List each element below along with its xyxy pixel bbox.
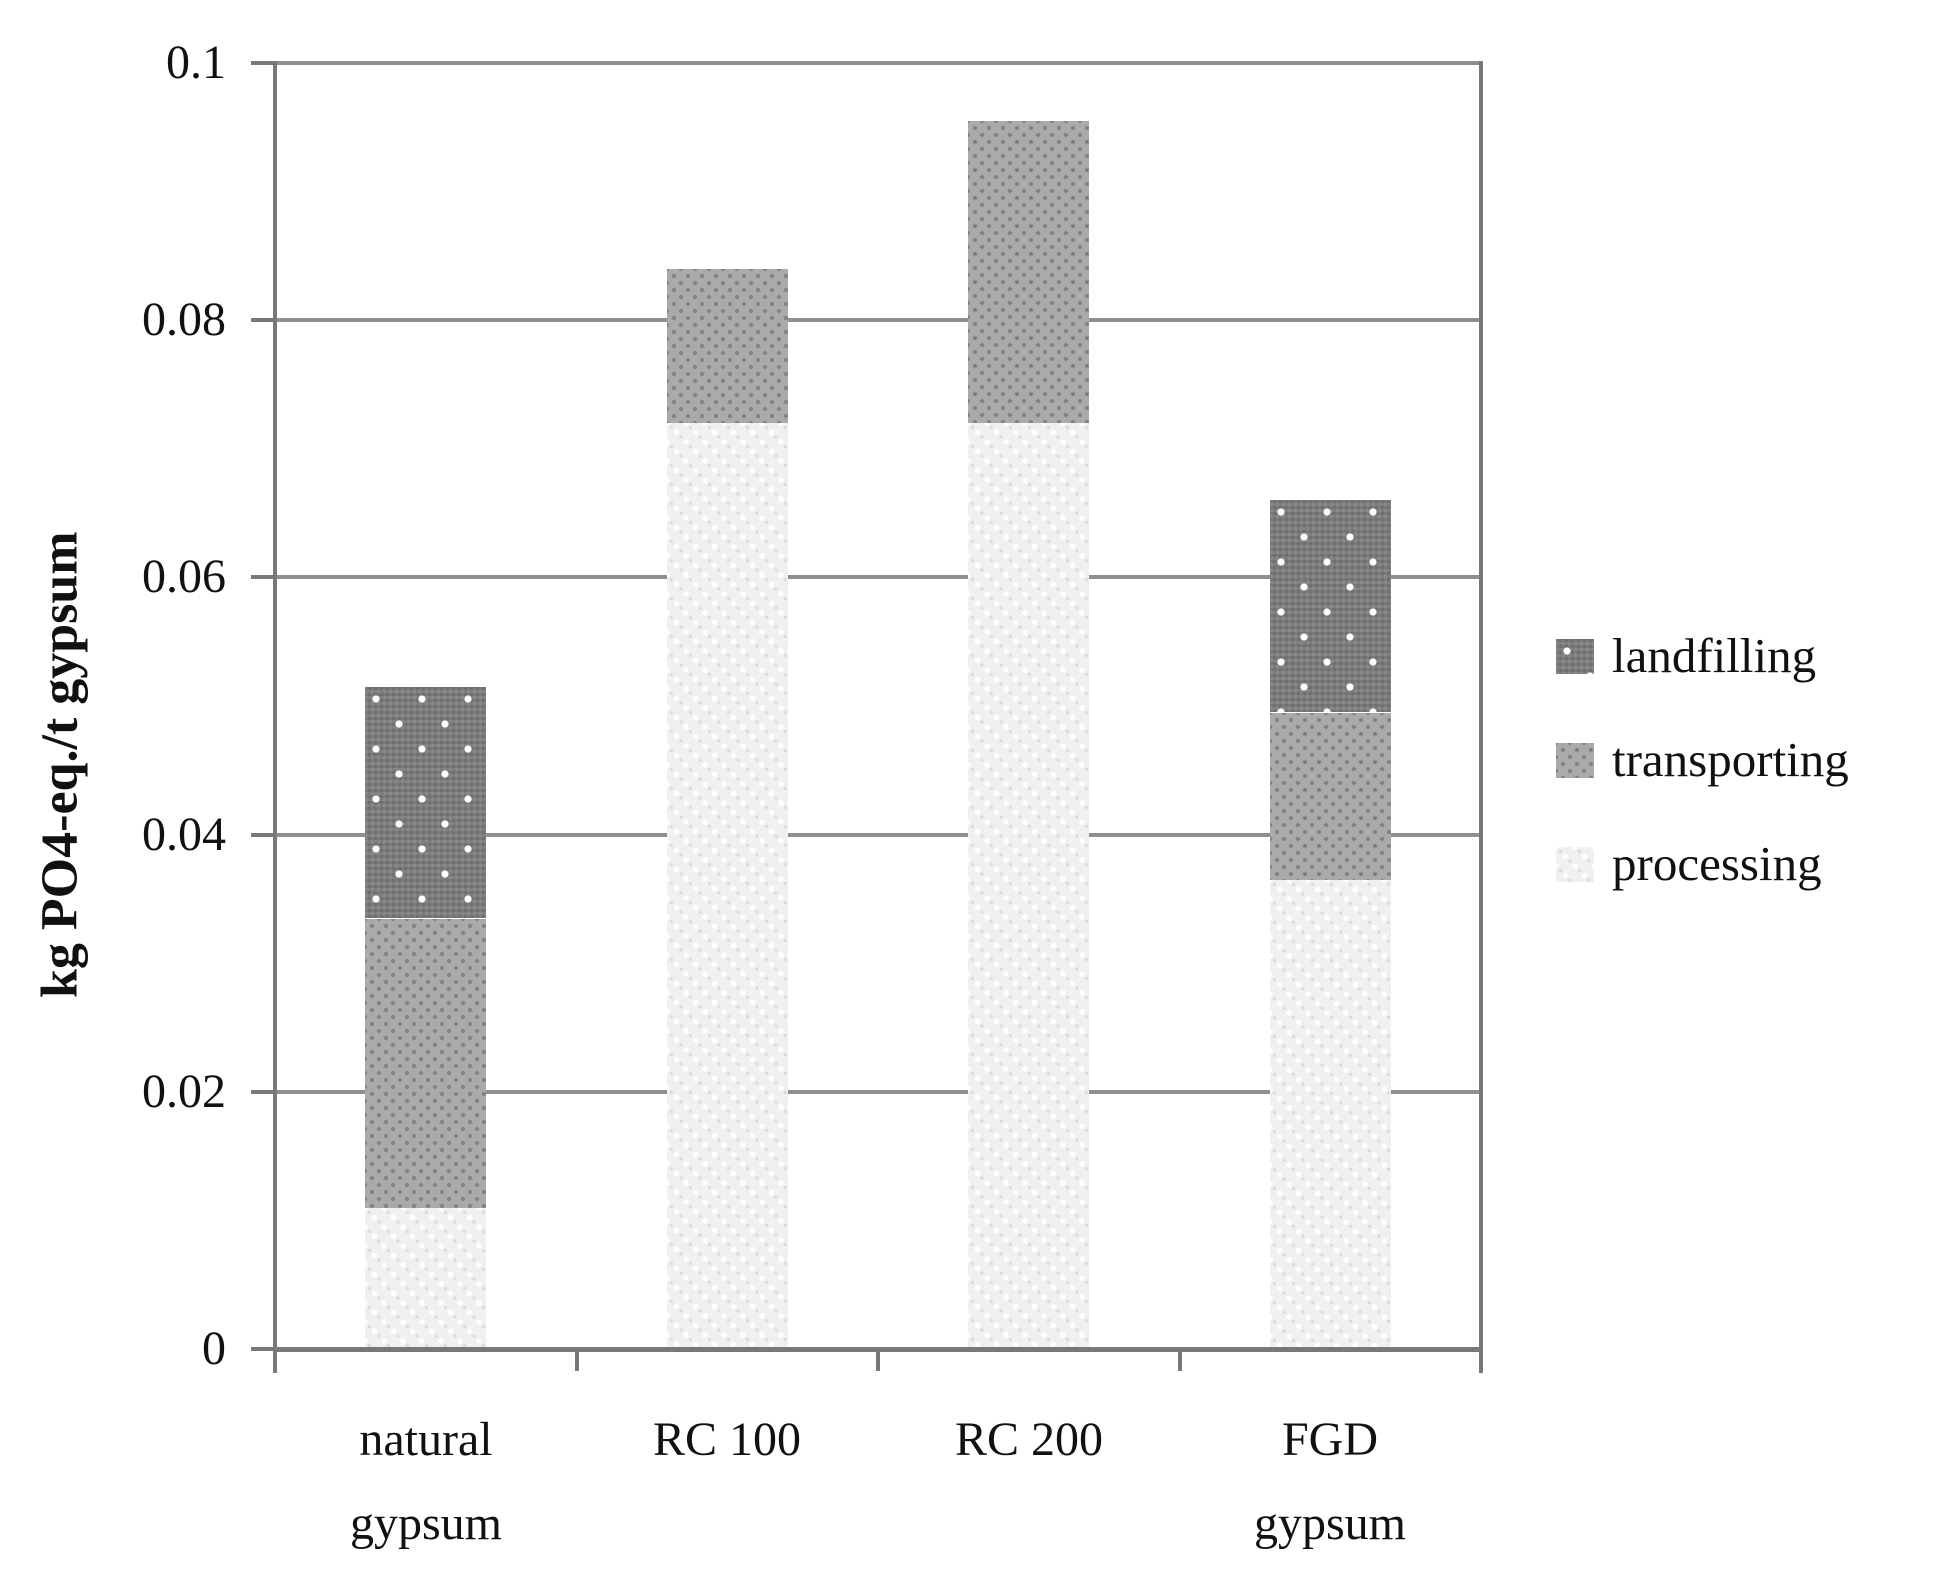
legend: landfilling transporting processing	[1556, 626, 1849, 938]
y-tick-0.1	[251, 61, 273, 65]
y-tick-label-0.02: 0.02	[142, 1064, 226, 1118]
gridline-0.04	[275, 832, 1481, 837]
x-category-label-3: RC 200	[954, 1413, 1104, 1466]
y-axis-title: kg PO4-eq./t gypsum	[31, 531, 89, 999]
y-tick-0.04	[251, 832, 273, 837]
x-tick-3	[1177, 1349, 1182, 1371]
gridline-0.06	[275, 575, 1481, 580]
y-tick-0	[251, 1347, 273, 1351]
plot-area	[275, 61, 1481, 1349]
gridline-0.02	[275, 1089, 1481, 1094]
legend-entry-processing: processing	[1556, 834, 1849, 894]
y-tick-label-0.08: 0.08	[142, 293, 226, 347]
y-tick-label-0: 0	[202, 1322, 226, 1375]
bar-segment-transporting-3	[968, 121, 1089, 423]
bar-segment-landfilling-4	[1270, 500, 1391, 712]
legend-swatch-landfilling	[1556, 638, 1594, 674]
legend-entry-landfilling: landfilling	[1556, 626, 1849, 686]
bar-segment-transporting-2	[667, 269, 788, 423]
legend-label-transporting: transporting	[1612, 732, 1849, 787]
bar-segment-transporting-1	[365, 919, 486, 1208]
legend-entry-transporting: transporting	[1556, 730, 1849, 790]
x-category-label-4: FGD gypsum	[1253, 1413, 1406, 1550]
y-axis-line	[273, 61, 277, 1373]
bar-segment-processing-3	[968, 423, 1089, 1349]
x-tick-2	[876, 1349, 880, 1371]
bar-segment-landfilling-1	[365, 687, 486, 918]
legend-swatch-transporting	[1556, 742, 1594, 778]
gridline-0.1	[275, 61, 1481, 65]
bar-segment-processing-1	[365, 1208, 486, 1349]
plot-right-border	[1479, 61, 1483, 1373]
legend-label-landfilling: landfilling	[1612, 628, 1817, 683]
gridline-0.08	[275, 318, 1481, 323]
x-tick-1	[574, 1349, 579, 1371]
x-category-label-1: natural gypsum	[349, 1413, 502, 1550]
x-category-label-2: RC 100	[652, 1413, 802, 1466]
bar-segment-processing-4	[1270, 880, 1391, 1349]
y-tick-label-0.1: 0.1	[166, 36, 226, 89]
legend-label-processing: processing	[1612, 836, 1822, 891]
y-tick-label-0.04: 0.04	[142, 807, 226, 861]
legend-swatch-processing	[1556, 846, 1594, 882]
y-tick-0.06	[251, 575, 273, 580]
y-tick-0.02	[251, 1089, 273, 1094]
bar-segment-processing-2	[667, 423, 788, 1349]
y-tick-label-0.06: 0.06	[142, 550, 226, 604]
y-tick-0.08	[251, 318, 273, 323]
bar-segment-transporting-4	[1270, 713, 1391, 880]
